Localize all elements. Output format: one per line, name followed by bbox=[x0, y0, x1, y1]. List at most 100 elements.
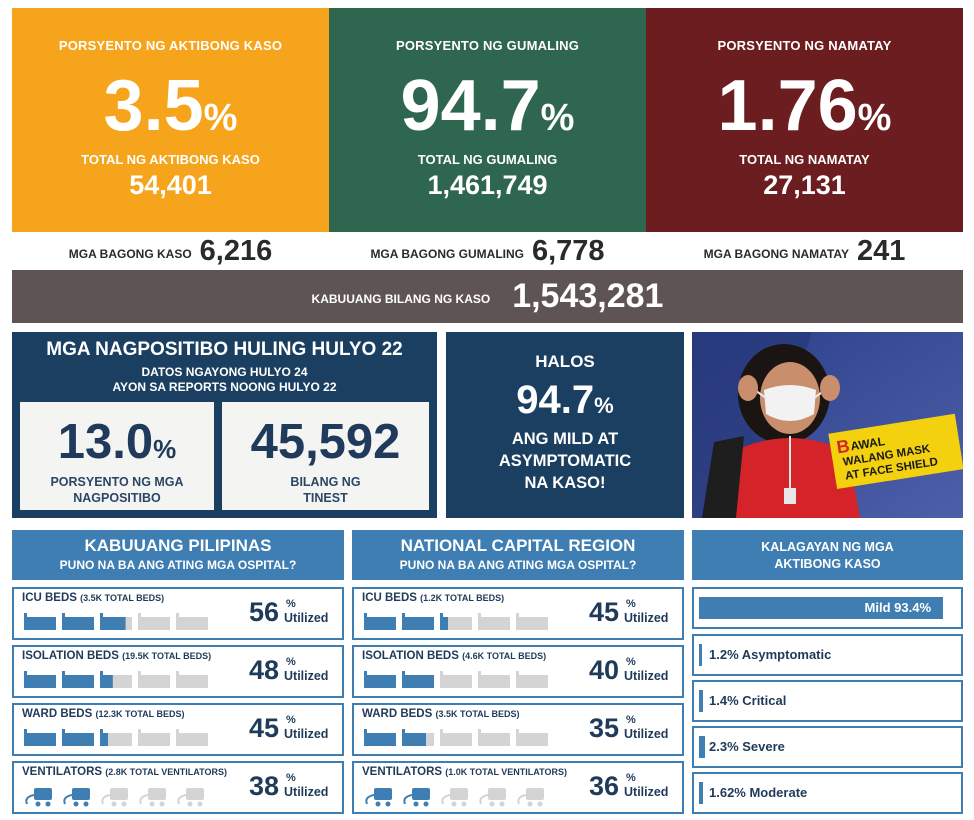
bed-icon bbox=[440, 671, 472, 688]
status-row: 1.4% Critical bbox=[692, 680, 963, 722]
tested-card: 45,592 BILANG NG TINEST bbox=[222, 402, 429, 510]
active-percent-value: 3.5% bbox=[103, 66, 238, 146]
bed-icon bbox=[516, 729, 548, 746]
status-label: Mild 93.4% bbox=[864, 600, 931, 615]
bed-icons bbox=[364, 613, 548, 630]
bed-icon bbox=[176, 671, 208, 688]
capacity-name: ICU BEDS (1.2K TOTAL BEDS) bbox=[362, 592, 505, 604]
deaths-percent-value: 1.76% bbox=[717, 66, 892, 146]
active-status-title-1: KALAGAYAN NG MGA bbox=[761, 540, 894, 554]
status-bar bbox=[699, 597, 943, 619]
bed-icon bbox=[402, 613, 434, 630]
bed-icon bbox=[24, 729, 56, 746]
new-deaths-label: MGA BAGONG NAMATAY bbox=[703, 247, 849, 261]
active-total-value: 54,401 bbox=[129, 170, 212, 200]
capacity-percent-sign: % bbox=[626, 598, 636, 610]
status-label: 1.4% Critical bbox=[709, 693, 787, 708]
bed-icon bbox=[176, 729, 208, 746]
ventilator-icon bbox=[441, 788, 468, 807]
bed-icon bbox=[478, 671, 510, 688]
ventilator-icon bbox=[365, 788, 392, 807]
ph-section-subtitle: PUNO NA BA ANG ATING MGA OSPITAL? bbox=[59, 558, 297, 572]
capacity-utilized-label: Utilized bbox=[624, 669, 669, 683]
new-deaths: MGA BAGONG NAMATAY 241 bbox=[646, 232, 963, 270]
ventilator-icon bbox=[177, 788, 204, 807]
positivity-rate-card: 13.0% PORSYENTO NG MGA NAGPOSITIBO bbox=[20, 402, 214, 510]
ventilator-icon bbox=[101, 788, 128, 807]
capacity-percent-sign: % bbox=[286, 656, 296, 668]
total-cases-bar: KABUUANG BILANG NG KASO 1,543,281 bbox=[12, 270, 963, 323]
bed-icon bbox=[364, 671, 396, 688]
ph-section-header: KABUUANG PILIPINAS PUNO NA BA ANG ATING … bbox=[12, 530, 344, 580]
capacity-row: VENTILATORS (2.8K TOTAL VENTILATORS) 38% U… bbox=[12, 761, 344, 814]
bed-icons bbox=[364, 729, 548, 746]
bed-icon bbox=[138, 729, 170, 746]
capacity-percent: 40 bbox=[589, 655, 620, 685]
capacity-name: VENTILATORS (2.8K TOTAL VENTILATORS) bbox=[22, 766, 227, 778]
capacity-icons bbox=[364, 613, 554, 633]
capacity-row: WARD BEDS (12.3K TOTAL BEDS) 45% Utilized bbox=[12, 703, 344, 756]
bed-icon bbox=[402, 671, 434, 688]
status-row: 2.3% Severe bbox=[692, 726, 963, 768]
new-recoveries-value: 6,778 bbox=[531, 234, 605, 267]
capacity-name: ISOLATION BEDS (4.6K TOTAL BEDS) bbox=[362, 650, 547, 662]
tested-value: 45,592 bbox=[250, 415, 401, 469]
bed-icon bbox=[516, 671, 548, 688]
new-cases-label: MGA BAGONG KASO bbox=[68, 247, 192, 261]
capacity-percent: 36 bbox=[589, 771, 620, 801]
bed-icon bbox=[138, 613, 170, 630]
capacity-percent: 45 bbox=[249, 713, 280, 743]
capacity-name: ISOLATION BEDS (19.5K TOTAL BEDS) bbox=[22, 650, 212, 662]
capacity-icons bbox=[364, 729, 554, 749]
capacity-percent: 45 bbox=[589, 597, 620, 627]
recovered-card: PORSYENTO NG GUMALING 94.7% TOTAL NG GUM… bbox=[329, 8, 646, 232]
bed-icon bbox=[100, 671, 132, 688]
capacity-name: WARD BEDS (3.5K TOTAL BEDS) bbox=[362, 708, 520, 720]
capacity-utilized-label: Utilized bbox=[624, 611, 669, 625]
bed-icon bbox=[440, 613, 472, 630]
bed-icons bbox=[24, 729, 208, 746]
capacity-percent-sign: % bbox=[626, 714, 636, 726]
capacity-icons bbox=[24, 671, 214, 691]
capacity-percent: 38 bbox=[249, 771, 280, 801]
positivity-rate-value: 13.0% bbox=[57, 415, 177, 469]
active-status-title-2: AKTIBONG KASO bbox=[774, 557, 881, 571]
ventilator-icon bbox=[139, 788, 166, 807]
recovered-total-label: TOTAL NG GUMALING bbox=[417, 152, 558, 167]
new-cases-value: 6,216 bbox=[199, 234, 273, 267]
active-total-label: TOTAL NG AKTIBONG KASO bbox=[81, 152, 260, 167]
bed-icon bbox=[364, 613, 396, 630]
status-bar bbox=[699, 782, 704, 804]
capacity-utilized-label: Utilized bbox=[284, 727, 329, 741]
ventilator-icon bbox=[63, 788, 90, 807]
ventilator-icons bbox=[365, 788, 544, 807]
mask-campaign-photo: B AWAL WALANG MASK AT FACE SHIELD bbox=[692, 332, 963, 518]
capacity-utilized-label: Utilized bbox=[624, 785, 669, 799]
capacity-percent: 35 bbox=[589, 713, 620, 743]
capacity-percent: 56 bbox=[249, 597, 280, 627]
tested-caption: BILANG NG TINEST bbox=[290, 475, 361, 505]
deaths-percent-label: PORSYENTO NG NAMATAY bbox=[717, 38, 892, 53]
capacity-percent-sign: % bbox=[626, 772, 636, 784]
status-bar bbox=[699, 690, 703, 712]
deaths-total-value: 27,131 bbox=[763, 170, 846, 200]
positivity-rate-caption: PORSYENTO NG MGA NAGPOSITIBO bbox=[50, 475, 184, 505]
capacity-utilized-label: Utilized bbox=[284, 611, 329, 625]
ventilator-icons bbox=[25, 788, 204, 807]
bed-icon bbox=[62, 671, 94, 688]
capacity-percent: 48 bbox=[249, 655, 280, 685]
capacity-icons bbox=[24, 729, 214, 749]
capacity-percent-sign: % bbox=[286, 598, 296, 610]
ventilator-icon bbox=[479, 788, 506, 807]
ncr-section-title: NATIONAL CAPITAL REGION bbox=[400, 536, 636, 555]
total-cases-label: KABUUANG BILANG NG KASO bbox=[311, 291, 491, 306]
positivity-subtitle: DATOS NGAYONG HULYO 24 AYON SA REPORTS N… bbox=[112, 365, 337, 394]
capacity-utilized-label: Utilized bbox=[284, 785, 329, 799]
capacity-utilized-label: Utilized bbox=[284, 669, 329, 683]
status-row: 1.2% Asymptomatic bbox=[692, 634, 963, 676]
new-recoveries-label: MGA BAGONG GUMALING bbox=[370, 247, 524, 261]
recovered-percent-value: 94.7% bbox=[400, 66, 575, 146]
active-cases-card: PORSYENTO NG AKTIBONG KASO 3.5% TOTAL NG… bbox=[12, 8, 329, 232]
positivity-panel: MGA NAGPOSITIBO HULING HULYO 22 DATOS NG… bbox=[12, 332, 437, 518]
capacity-row: ICU BEDS (3.5K TOTAL BEDS) 56% Utilized bbox=[12, 587, 344, 640]
